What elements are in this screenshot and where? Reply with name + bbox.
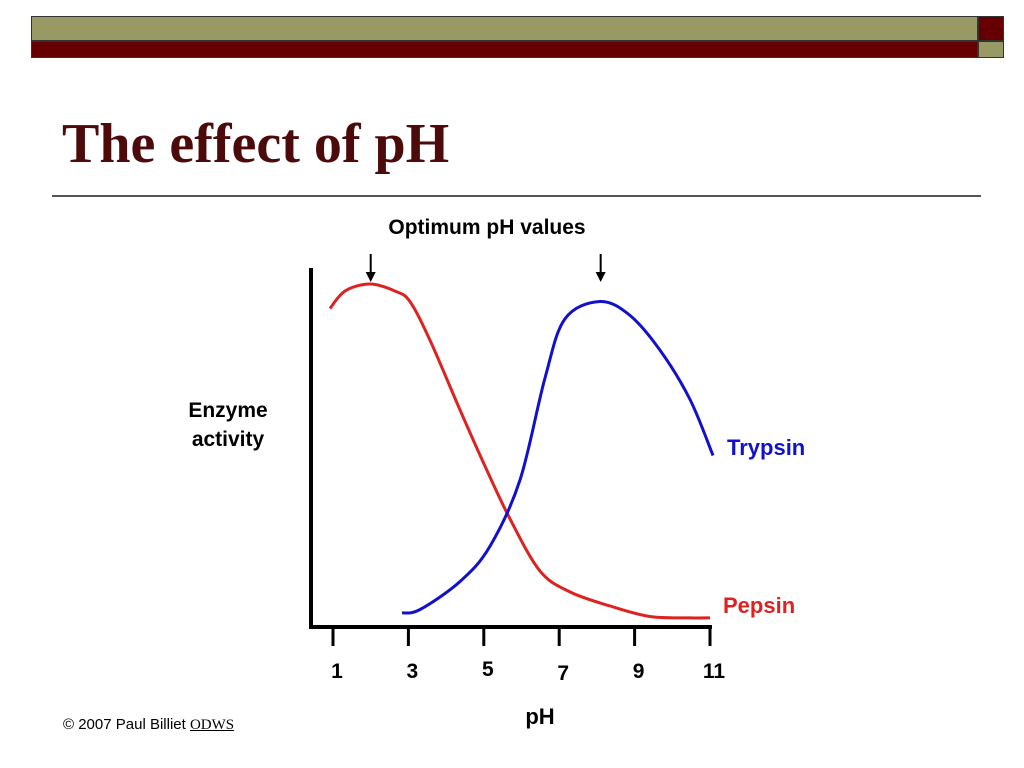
series-line-pepsin xyxy=(328,282,711,620)
optimum-arrow-head xyxy=(595,272,606,282)
x-tick-label: 9 xyxy=(633,660,645,683)
footer: © 2007 Paul Billiet ODWS xyxy=(63,716,234,734)
y-label-line1: Enzyme xyxy=(188,399,267,422)
x-tick-label: 11 xyxy=(703,660,726,683)
legend-pepsin: Pepsin xyxy=(723,593,795,618)
optimum-arrow-head xyxy=(365,272,376,282)
x-label: pH xyxy=(525,704,554,729)
y-label-line2: activity xyxy=(192,428,265,451)
x-tick-label: 3 xyxy=(407,660,419,683)
header-bar-olive xyxy=(31,16,978,41)
x-tick-label: 5 xyxy=(482,658,494,681)
x-tick-label: 7 xyxy=(557,662,569,685)
legend-trypsin: Trypsin xyxy=(727,435,805,460)
slide-title: The effect of pH xyxy=(62,113,450,175)
header-square-maroon xyxy=(978,16,1004,41)
series-line-trypsin xyxy=(401,299,715,615)
footer-copyright: © 2007 Paul Billiet xyxy=(63,716,186,733)
title-divider xyxy=(52,195,981,197)
footer-link[interactable]: ODWS xyxy=(189,717,235,733)
header-square-olive xyxy=(978,41,1004,58)
x-tick-label: 1 xyxy=(331,660,343,683)
chart-title: Optimum pH values xyxy=(388,216,585,239)
header-bar-maroon xyxy=(31,41,978,58)
